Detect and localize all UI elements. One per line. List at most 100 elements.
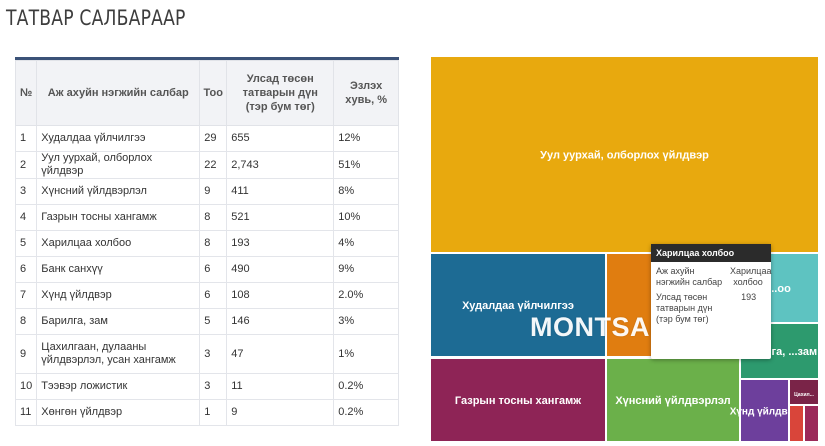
cell-share: 8%	[333, 178, 399, 205]
treemap-tile[interactable]: Хүнд үйлдвэр	[730, 380, 800, 441]
tooltip-row: Аж ахуйн нэгжийн салбар Харилцаа холбоо	[651, 262, 771, 288]
header-share: Эзлэх хувь, %	[333, 60, 399, 126]
table-row: 8 Барилга, зам 5 146 3%	[14, 308, 399, 335]
table-row: 9 Цахилгаан, дулааны үйлдвэрлэл, усан хан…	[14, 334, 399, 374]
cell-tax-amount: 521	[226, 204, 335, 231]
cell-sector: Цахилгаан, дулааны үйлдвэрлэл, усан ханг…	[36, 334, 201, 374]
treemap-tile[interactable]: Худалдаа үйлчилгээ	[431, 254, 605, 356]
cell-sector: Барилга, зам	[36, 308, 201, 335]
treemap-tile[interactable]	[805, 406, 818, 441]
cell-sector: Худалдаа үйлчилгээ	[36, 125, 201, 152]
header-count: Тоо	[199, 60, 228, 126]
table-body: 1 Худалдаа үйлчилгээ 29 655 12% 2 Уул уурхай, …	[14, 125, 399, 426]
cell-number: 10	[14, 373, 38, 400]
treemap-rect[interactable]	[741, 380, 788, 441]
header-number: №	[14, 60, 38, 126]
treemap-tile[interactable]	[790, 406, 803, 441]
cell-number: 8	[14, 308, 38, 335]
chart-tooltip: Харилцаа холбоо Аж ахуйн нэгжийн салбар …	[651, 244, 771, 359]
cell-sector: Тээвэр ложистик	[36, 373, 201, 400]
cell-share: 12%	[333, 125, 399, 152]
tax-table-container: № Аж ахуйн нэгжийн салбар Тоо Улсад төсө…	[14, 57, 399, 426]
treemap-tile[interactable]: Газрын тосны хангамж	[431, 359, 605, 441]
cell-sector: Хүнсний үйлдвэрлэл	[36, 178, 201, 205]
cell-tax-amount: 11	[226, 373, 335, 400]
cell-number: 9	[14, 334, 38, 374]
cell-tax-amount: 411	[226, 178, 335, 205]
cell-share: 2.0%	[333, 282, 399, 309]
cell-count: 6	[199, 282, 228, 309]
cell-share: 10%	[333, 204, 399, 231]
cell-number: 3	[14, 178, 38, 205]
table-row: 3 Хүнсний үйлдвэрлэл 9 411 8%	[14, 178, 399, 205]
cell-number: 6	[14, 256, 38, 283]
cell-share: 0.2%	[333, 373, 399, 400]
cell-tax-amount: 2,743	[226, 151, 335, 179]
table-row: 6 Банк санхүү 6 490 9%	[14, 256, 399, 283]
cell-tax-amount: 9	[226, 399, 335, 426]
cell-count: 3	[199, 334, 228, 374]
cell-count: 5	[199, 308, 228, 335]
cell-number: 4	[14, 204, 38, 231]
cell-sector: Банк санхүү	[36, 256, 201, 283]
cell-share: 1%	[333, 334, 399, 374]
table-row: 4 Газрын тосны хангамж 8 521 10%	[14, 204, 399, 231]
treemap-rect[interactable]	[431, 359, 605, 441]
cell-tax-amount: 193	[226, 230, 335, 257]
header-tax-amount: Улсад төсөн татварын дүн (тэр бум төг)	[226, 60, 335, 126]
treemap-chart[interactable]: Уул уурхай, олборлох үйлдвэр Худалдаа үйл…	[430, 56, 819, 442]
table-row: 2 Уул уурхай, олборлох үйлдвэр 22 2,743 51%	[14, 151, 399, 179]
table-row: 7 Хүнд үйлдвэр 6 108 2.0%	[14, 282, 399, 309]
table-header-row: № Аж ахуйн нэгжийн салбар Тоо Улсад төсө…	[14, 60, 399, 126]
cell-share: 0.2%	[333, 399, 399, 426]
tooltip-value: 193	[741, 292, 757, 302]
tooltip-title: Харилцаа холбоо	[651, 244, 771, 262]
treemap-rect[interactable]	[431, 57, 818, 252]
cell-tax-amount: 490	[226, 256, 335, 283]
treemap-rect[interactable]	[790, 380, 818, 404]
table-row: 11 Хөнгөн үйлдвэр 1 9 0.2%	[14, 399, 399, 426]
cell-count: 8	[199, 230, 228, 257]
treemap-rect[interactable]	[607, 359, 739, 441]
treemap-rect[interactable]	[790, 406, 803, 441]
cell-count: 8	[199, 204, 228, 231]
cell-sector: Харилцаа холбоо	[36, 230, 201, 257]
cell-count: 29	[199, 125, 228, 152]
table-row: 5 Харилцаа холбоо 8 193 4%	[14, 230, 399, 257]
treemap-label: Хүнсний үйлдвэрлэл	[615, 395, 730, 407]
cell-sector: Хөнгөн үйлдвэр	[36, 399, 201, 426]
tooltip-row: Улсад төсөн татварын дүн (тэр бум төг) 1…	[651, 288, 771, 325]
treemap-tile[interactable]: Уул уурхай, олборлох үйлдвэр	[431, 57, 818, 252]
cell-number: 7	[14, 282, 38, 309]
cell-sector: Хүнд үйлдвэр	[36, 282, 201, 309]
cell-share: 3%	[333, 308, 399, 335]
cell-count: 9	[199, 178, 228, 205]
treemap-label: Цахил...	[794, 392, 814, 398]
cell-tax-amount: 655	[226, 125, 335, 152]
page-title: ТАТВАР САЛБАРААР	[6, 6, 186, 30]
cell-share: 51%	[333, 151, 399, 179]
treemap-label: Газрын тосны хангамж	[455, 395, 581, 407]
cell-number: 2	[14, 151, 38, 179]
cell-count: 6	[199, 256, 228, 283]
cell-count: 3	[199, 373, 228, 400]
cell-tax-amount: 146	[226, 308, 335, 335]
tooltip-key: Улсад төсөн татварын дүн (тэр бум төг)	[656, 292, 713, 324]
cell-sector: Уул уурхай, олборлох үйлдвэр	[36, 151, 201, 179]
tooltip-key: Аж ахуйн нэгжийн салбар	[656, 266, 723, 287]
table-row: 1 Худалдаа үйлчилгээ 29 655 12%	[14, 125, 399, 152]
cell-sector: Газрын тосны хангамж	[36, 204, 201, 231]
cell-tax-amount: 108	[226, 282, 335, 309]
tooltip-value: Харилцаа холбоо	[730, 266, 772, 287]
treemap-label: ...оо	[768, 283, 791, 295]
cell-tax-amount: 47	[226, 334, 335, 374]
treemap-rect[interactable]	[431, 254, 605, 356]
cell-number: 5	[14, 230, 38, 257]
cell-share: 4%	[333, 230, 399, 257]
treemap-tile[interactable]: Хүнсний үйлдвэрлэл	[607, 359, 739, 441]
treemap-rect[interactable]	[805, 406, 818, 441]
cell-count: 22	[199, 151, 228, 179]
treemap-tile[interactable]: Цахил...	[790, 380, 818, 404]
cell-number: 11	[14, 399, 38, 426]
treemap-label: Хүнд үйлдвэр	[730, 407, 800, 418]
